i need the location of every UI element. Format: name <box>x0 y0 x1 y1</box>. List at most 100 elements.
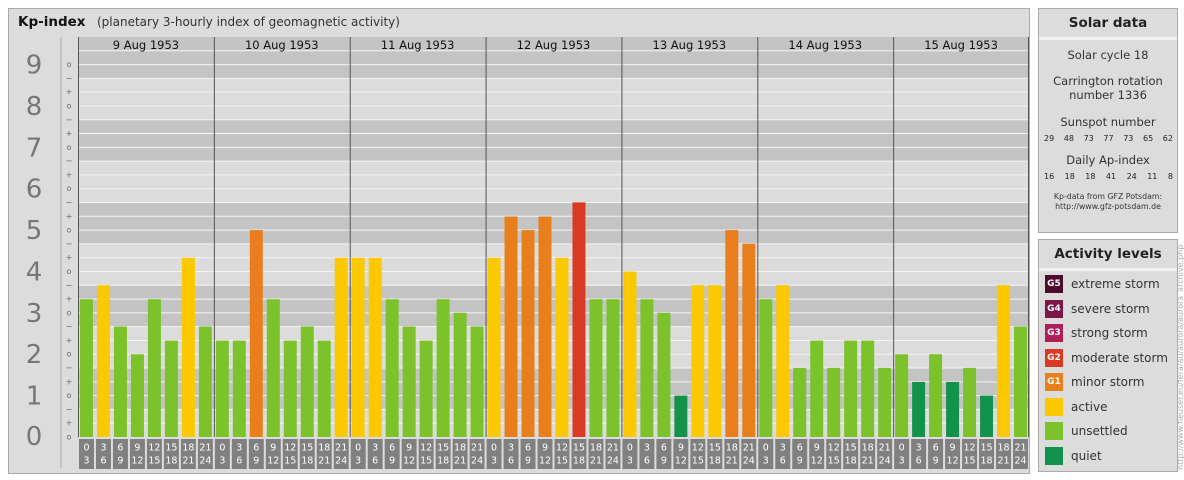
kp-bar <box>385 299 399 437</box>
day-label: 14 Aug 1953 <box>788 38 862 52</box>
hour-start-label: 12 <box>556 443 568 454</box>
kp-bar <box>130 354 144 437</box>
hour-label-box <box>673 439 689 469</box>
kp-bar <box>997 285 1011 437</box>
sunspot-label: Sunspot number <box>1060 115 1156 129</box>
hour-start-label: 6 <box>117 443 123 454</box>
kp-bar <box>351 257 365 437</box>
kp-bar <box>317 340 331 437</box>
hour-start-label: 0 <box>627 443 633 454</box>
hour-end-label: 24 <box>1014 456 1026 467</box>
hour-label-box <box>843 439 859 469</box>
kp-bar <box>198 326 212 437</box>
activity-levels-header: Activity levels <box>1039 240 1177 271</box>
hour-label-box <box>384 439 400 469</box>
minor-mark: + <box>66 253 73 262</box>
hour-end-label: 15 <box>964 456 976 467</box>
hour-label-box <box>129 439 145 469</box>
hour-start-label: 12 <box>828 443 840 454</box>
kp-bar <box>708 285 722 437</box>
sunspot-value: 73 <box>1123 134 1134 143</box>
hour-end-label: 6 <box>916 456 922 467</box>
hour-start-label: 3 <box>236 443 242 454</box>
hour-start-label: 3 <box>508 443 514 454</box>
hour-start-label: 3 <box>916 443 922 454</box>
hour-label-box <box>639 439 655 469</box>
hour-label-box <box>333 439 349 469</box>
hour-end-label: 12 <box>131 456 143 467</box>
solar-cycle: Solar cycle 18 <box>1067 48 1149 62</box>
hour-end-label: 12 <box>811 456 823 467</box>
hour-label-box <box>401 439 417 469</box>
legend-swatch <box>1045 397 1063 416</box>
legend-label: severe storm <box>1071 301 1150 316</box>
kp-bar <box>419 340 433 437</box>
hour-label-box <box>911 439 927 469</box>
kp-bar <box>521 230 535 437</box>
kp-bar <box>1014 326 1027 437</box>
hour-end-label: 24 <box>607 456 619 467</box>
ap-value: 18 <box>1085 172 1096 181</box>
hour-label-box <box>928 439 944 469</box>
kp-band <box>78 37 1029 79</box>
hour-label-box <box>503 439 519 469</box>
hour-end-label: 18 <box>980 456 992 467</box>
kp-bar <box>96 285 110 437</box>
hour-start-label: 18 <box>590 443 602 454</box>
hour-label-box <box>469 439 485 469</box>
minor-mark: + <box>66 377 73 386</box>
hour-end-label: 24 <box>471 456 483 467</box>
carrington-line-2: number 1336 <box>1069 88 1147 102</box>
minor-mark: o <box>67 433 72 442</box>
hour-end-label: 15 <box>692 456 704 467</box>
hour-label-box <box>554 439 570 469</box>
hour-start-label: 0 <box>491 443 497 454</box>
kp-bar <box>436 299 450 437</box>
hour-label-box <box>350 439 366 469</box>
hour-start-label: 12 <box>420 443 432 454</box>
hour-end-label: 12 <box>947 456 959 467</box>
kp-bar <box>606 299 620 437</box>
hour-end-label: 21 <box>182 456 194 467</box>
solar-data-panel: Solar data Solar cycle 18 Carrington rot… <box>1038 8 1178 233</box>
day-label: 12 Aug 1953 <box>517 38 591 52</box>
hour-end-label: 21 <box>454 456 466 467</box>
kp-bar <box>793 367 807 437</box>
day-label: 11 Aug 1953 <box>381 38 455 52</box>
solar-data-header: Solar data <box>1039 9 1177 40</box>
legend-item: G2 moderate storm <box>1045 348 1168 368</box>
hour-start-label: 6 <box>933 443 939 454</box>
kp-bar <box>487 257 501 437</box>
y-tick-label: 9 <box>26 51 43 81</box>
sunspot-values: 29 48 73 77 73 65 62 <box>1039 134 1177 143</box>
legend-item: G3 strong storm <box>1045 323 1148 343</box>
hour-start-label: 6 <box>253 443 259 454</box>
ap-label: Daily Ap-index <box>1066 153 1150 167</box>
hour-end-label: 12 <box>403 456 415 467</box>
hour-label-box <box>996 439 1012 469</box>
kp-bar <box>470 326 484 437</box>
legend-swatch: G3 <box>1045 324 1063 342</box>
hour-start-label: 9 <box>134 443 140 454</box>
y-tick-label: 7 <box>26 133 43 163</box>
hour-start-label: 9 <box>814 443 820 454</box>
hour-label-box <box>79 439 94 469</box>
hour-start-label: 9 <box>542 443 548 454</box>
legend-item: G4 severe storm <box>1045 299 1150 319</box>
chart-subtitle: (planetary 3-hourly index of geomagnetic… <box>97 15 400 29</box>
legend-label: active <box>1071 399 1108 414</box>
minor-mark: + <box>66 419 73 428</box>
kp-band <box>78 78 1029 120</box>
hour-label-box <box>367 439 383 469</box>
hour-start-label: 9 <box>270 443 276 454</box>
legend-swatch: G1 <box>1045 373 1063 391</box>
sunspot-value: 29 <box>1044 134 1055 143</box>
minor-mark: o <box>67 101 72 110</box>
hour-start-label: 3 <box>780 443 786 454</box>
ap-value: 41 <box>1105 172 1117 181</box>
minor-mark: + <box>66 295 73 304</box>
minor-mark: o <box>67 267 72 276</box>
hour-label-box <box>826 439 842 469</box>
kp-bar <box>878 367 892 437</box>
